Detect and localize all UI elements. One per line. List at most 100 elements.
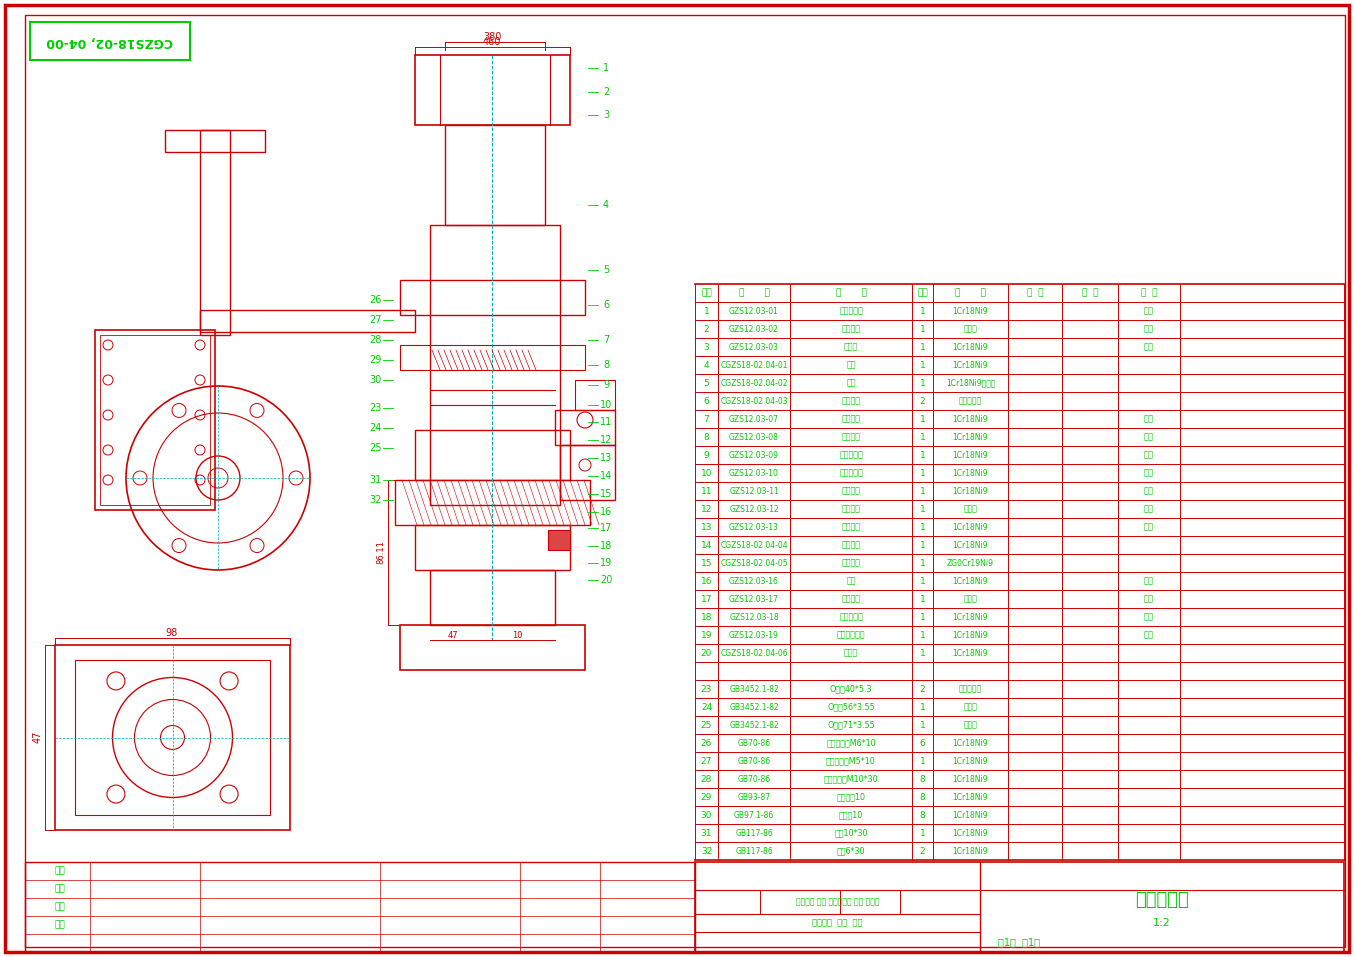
Text: 阀芯压板座: 阀芯压板座 (839, 451, 862, 459)
Bar (395, 480, 590, 525)
Text: CGZS18-02.04-06: CGZS18-02.04-06 (720, 649, 788, 657)
Text: 1Cr18Ni9: 1Cr18Ni9 (953, 361, 988, 369)
Text: 8: 8 (919, 811, 925, 819)
Text: 滚轮轴: 滚轮轴 (844, 343, 858, 351)
Text: 1: 1 (919, 541, 925, 549)
Text: 借用: 借用 (1144, 594, 1154, 604)
Text: 7: 7 (704, 414, 709, 424)
Text: 32: 32 (368, 495, 382, 505)
Text: 旋塞阀体: 旋塞阀体 (841, 559, 861, 568)
Text: 86.11: 86.11 (376, 540, 386, 564)
Text: 4: 4 (704, 361, 709, 369)
Text: 3: 3 (603, 110, 609, 120)
Text: 18: 18 (600, 541, 612, 551)
Text: 1: 1 (919, 829, 925, 837)
Text: 8: 8 (919, 792, 925, 802)
Text: 1: 1 (919, 702, 925, 711)
Text: 5: 5 (603, 265, 609, 275)
Text: GZS12.03-17: GZS12.03-17 (728, 594, 779, 604)
Text: 12: 12 (600, 435, 612, 445)
Text: 10: 10 (600, 400, 612, 410)
Text: 30: 30 (368, 375, 380, 385)
Text: 阀芯压板: 阀芯压板 (841, 433, 861, 441)
Text: 阀芯压头: 阀芯压头 (841, 504, 861, 514)
Text: 设计: 设计 (54, 866, 65, 876)
Text: 15: 15 (600, 489, 612, 499)
Text: 1: 1 (919, 504, 925, 514)
Text: 26: 26 (701, 739, 712, 747)
Text: 6: 6 (704, 396, 709, 406)
Text: 1Cr18Ni9组合件: 1Cr18Ni9组合件 (945, 379, 995, 388)
Text: 弹簧垫圈10: 弹簧垫圈10 (837, 792, 865, 802)
Text: 17: 17 (600, 523, 612, 533)
Bar (555, 410, 615, 445)
Text: 借用: 借用 (1144, 324, 1154, 333)
Text: 1: 1 (919, 361, 925, 369)
Text: 转柄: 转柄 (846, 576, 856, 586)
Text: GB3452.1-82: GB3452.1-82 (728, 702, 779, 711)
Text: 1Cr18Ni9: 1Cr18Ni9 (953, 792, 988, 802)
Text: 14: 14 (600, 471, 612, 481)
Bar (399, 280, 585, 315)
Text: 借用: 借用 (1144, 451, 1154, 459)
Text: 10: 10 (701, 469, 712, 478)
Text: 压板把手: 压板把手 (841, 414, 861, 424)
Text: 16: 16 (701, 576, 712, 586)
Text: GZS12.03-13: GZS12.03-13 (728, 523, 779, 531)
Text: 1Cr18Ni9: 1Cr18Ni9 (953, 739, 988, 747)
Text: 白尼龙: 白尼龙 (964, 504, 978, 514)
Text: GZS12.03-01: GZS12.03-01 (728, 306, 779, 316)
Text: 活塞滚轮: 活塞滚轮 (841, 324, 861, 333)
Text: GB117-86: GB117-86 (735, 847, 773, 856)
Text: 1: 1 (919, 576, 925, 586)
Text: GZS12.03-08: GZS12.03-08 (728, 433, 779, 441)
Text: 借用: 借用 (1144, 343, 1154, 351)
Text: 2: 2 (919, 396, 925, 406)
Bar (200, 310, 414, 332)
Bar (165, 130, 265, 152)
Text: 1: 1 (919, 433, 925, 441)
Text: 硅橡胶: 硅橡胶 (964, 721, 978, 729)
Text: 8: 8 (919, 774, 925, 784)
Text: 硅橡胶: 硅橡胶 (964, 702, 978, 711)
Text: 1: 1 (704, 306, 709, 316)
Text: 2: 2 (704, 324, 709, 333)
Text: 18: 18 (701, 612, 712, 621)
Text: 1Cr18Ni9: 1Cr18Ni9 (953, 649, 988, 657)
Text: 借用: 借用 (1144, 469, 1154, 478)
Text: 借用: 借用 (1144, 306, 1154, 316)
Text: 锥销6*30: 锥销6*30 (837, 847, 865, 856)
Text: 借用: 借用 (1144, 433, 1154, 441)
Text: 借用: 借用 (1144, 576, 1154, 586)
Text: 31: 31 (368, 475, 380, 485)
Text: GB70-86: GB70-86 (738, 756, 770, 766)
Text: 1: 1 (919, 559, 925, 568)
Text: 20: 20 (600, 575, 612, 585)
Bar (56, 645, 290, 830)
Bar (561, 445, 615, 500)
Text: 借用: 借用 (1144, 486, 1154, 496)
Text: 1Cr18Ni9: 1Cr18Ni9 (953, 414, 988, 424)
Text: 标记处数 分区 更改文件号 签名 年月日: 标记处数 分区 更改文件号 签名 年月日 (796, 898, 879, 906)
Text: GZS12.03-07: GZS12.03-07 (728, 414, 779, 424)
Text: 27: 27 (701, 756, 712, 766)
Text: 1: 1 (919, 756, 925, 766)
Text: 1Cr18Ni9: 1Cr18Ni9 (953, 541, 988, 549)
Text: 27: 27 (368, 315, 382, 325)
Text: 1Cr18Ni9: 1Cr18Ni9 (953, 451, 988, 459)
Text: 借用: 借用 (1144, 631, 1154, 639)
Text: GZS12.03-02: GZS12.03-02 (728, 324, 779, 333)
Text: GZS12.03-11: GZS12.03-11 (728, 486, 779, 496)
Text: O形圈56*3.55: O形圈56*3.55 (827, 702, 875, 711)
Text: 借用: 借用 (1144, 523, 1154, 531)
Text: 活塞滚轮套: 活塞滚轮套 (839, 306, 862, 316)
Text: 23: 23 (701, 684, 712, 694)
Text: 备  注: 备 注 (1141, 288, 1158, 298)
Text: 缸筒: 缸筒 (846, 379, 856, 388)
Text: 30: 30 (701, 811, 712, 819)
Text: 内六角螺钉M6*10: 内六角螺钉M6*10 (826, 739, 876, 747)
Text: 8: 8 (603, 360, 609, 370)
Text: 7: 7 (603, 335, 609, 345)
Text: 9: 9 (704, 451, 709, 459)
Bar (695, 862, 1345, 952)
